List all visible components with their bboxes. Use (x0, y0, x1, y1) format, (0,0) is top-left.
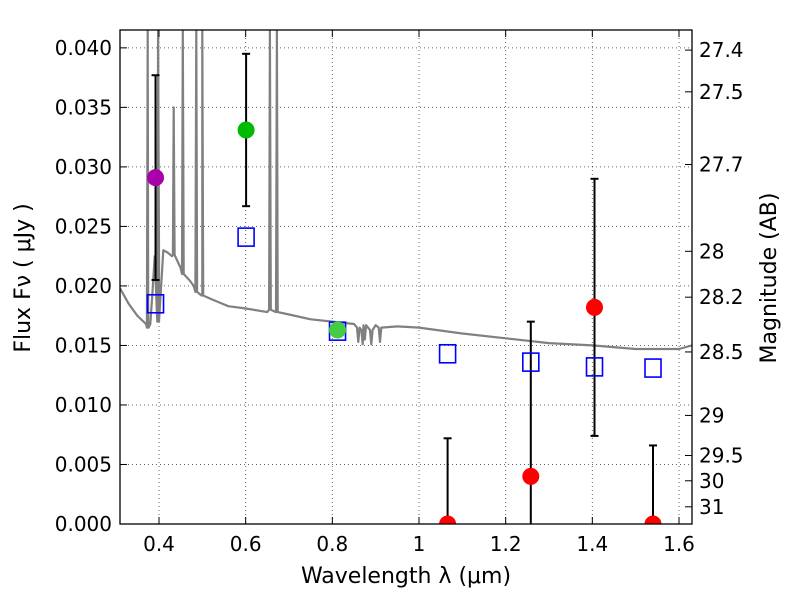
y-tick-label: 0.000 (55, 512, 112, 536)
mag-tick-label: 28.2 (699, 285, 744, 309)
x-tick-label: 1.6 (663, 532, 695, 556)
mag-tick-label: 30 (699, 469, 724, 493)
y-tick-label: 0.015 (55, 333, 112, 357)
y-tick-label: 0.005 (55, 452, 112, 476)
observed-point (522, 467, 540, 485)
observed-photometry-markers (147, 121, 662, 524)
x-tick-label: 1.4 (576, 532, 608, 556)
x-tick-label: 1 (413, 532, 426, 556)
observed-point (237, 121, 255, 139)
error-bars (151, 52, 657, 524)
axes: 0.4 0.6 0.8 1 1.2 1.4 1.6 0.000 0.005 0.010 0.015 0… (55, 29, 744, 556)
x-tick-label: 0.4 (143, 532, 175, 556)
model-spectrum (120, 30, 692, 351)
x-tick-label: 0.6 (230, 532, 262, 556)
model-square (585, 357, 604, 377)
mag-tick-label: 27.7 (699, 153, 744, 177)
y-tick-label: 0.010 (55, 393, 112, 417)
mag-tick-label: 29.5 (699, 444, 744, 468)
y-axis-label: Flux Fν ( μJy ) (11, 203, 36, 352)
plot-frame (119, 29, 693, 525)
mag-tick-label: 28.5 (699, 340, 744, 364)
y-tick-label: 0.040 (55, 36, 112, 60)
x-tick-label: 1.2 (490, 532, 522, 556)
mag-tick-label: 29 (699, 403, 724, 427)
grid-lines (120, 30, 692, 525)
model-spectrum-line (120, 30, 692, 351)
y-tick-label: 0.020 (55, 274, 112, 298)
model-square (521, 352, 540, 372)
observed-point (147, 169, 165, 187)
observed-point (439, 515, 457, 524)
mag-tick-label: 28 (699, 239, 724, 263)
mag-tick-label: 31 (699, 495, 724, 519)
x-axis-label: Wavelength λ (μm) (301, 564, 511, 589)
y-axis-label-right: Magnitude (AB) (757, 193, 782, 364)
observed-point (644, 515, 662, 524)
mag-tick-label: 27.5 (699, 80, 744, 104)
observed-point (586, 298, 603, 316)
model-square (237, 227, 255, 247)
y-tick-label: 0.030 (55, 155, 112, 179)
observed-point (329, 321, 347, 339)
model-photometry-markers (146, 227, 662, 378)
y-tick-label: 0.035 (55, 95, 112, 119)
model-square (644, 358, 662, 378)
model-square (146, 293, 165, 314)
mag-tick-label: 27.4 (699, 38, 744, 62)
x-tick-label: 0.8 (316, 532, 348, 556)
y-tick-label: 0.025 (55, 214, 112, 238)
model-square (438, 343, 457, 364)
